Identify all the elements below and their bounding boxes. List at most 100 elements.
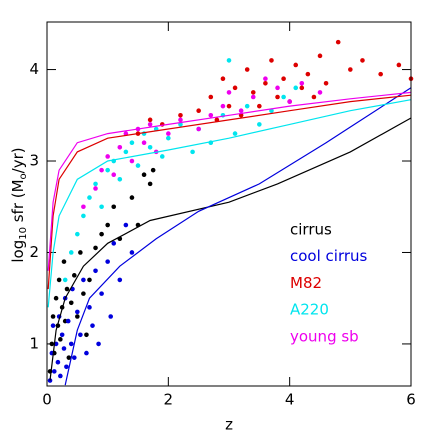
- data-point: [293, 62, 299, 68]
- data-point: [93, 268, 98, 274]
- data-point: [55, 359, 61, 365]
- data-point: [99, 204, 104, 210]
- data-point: [311, 94, 317, 100]
- data-point: [78, 250, 83, 255]
- data-point: [129, 250, 135, 255]
- data-point: [275, 94, 280, 100]
- data-point: [226, 58, 232, 63]
- data-point: [75, 231, 80, 237]
- data-point: [147, 144, 153, 150]
- data-point: [117, 177, 123, 182]
- data-point: [111, 241, 117, 246]
- data-point: [53, 295, 59, 301]
- data-point: [58, 373, 63, 379]
- data-point: [123, 222, 129, 228]
- data-point: [238, 108, 244, 114]
- y-tick-label: 1: [29, 334, 39, 352]
- y-axis-label-part: log: [9, 240, 27, 263]
- data-point: [62, 277, 68, 283]
- data-point: [293, 85, 299, 91]
- data-point: [117, 277, 123, 283]
- data-point: [196, 126, 201, 132]
- data-point: [299, 80, 305, 86]
- model-curve: [47, 91, 412, 271]
- data-point: [178, 112, 183, 118]
- data-point: [129, 195, 135, 200]
- x-tick-label: 0: [42, 391, 52, 409]
- data-point: [348, 67, 353, 72]
- data-point: [81, 277, 86, 283]
- data-point: [305, 71, 311, 77]
- data-point: [299, 85, 305, 91]
- y-axis-label-part: o: [18, 173, 29, 179]
- data-point: [68, 250, 74, 255]
- x-axis-label: z: [225, 416, 233, 434]
- data-point: [166, 135, 171, 141]
- data-point: [99, 291, 104, 296]
- x-tick-label: 2: [164, 391, 174, 409]
- y-axis-label-part: sfr (M: [9, 179, 27, 227]
- data-point: [75, 314, 80, 319]
- data-point: [49, 341, 55, 347]
- data-point: [263, 76, 268, 82]
- data-point: [72, 355, 77, 360]
- data-point: [220, 76, 226, 82]
- data-point: [317, 90, 323, 95]
- data-point: [281, 94, 286, 100]
- data-point: [159, 154, 165, 159]
- data-point: [135, 163, 141, 168]
- data-point: [150, 167, 156, 173]
- y-tick-label: 3: [29, 152, 39, 170]
- data-point: [244, 67, 250, 72]
- data-point: [250, 90, 256, 95]
- data-point: [96, 341, 101, 347]
- data-point: [84, 350, 89, 356]
- data-point: [281, 76, 286, 82]
- data-point: [129, 158, 135, 164]
- legend-entry: M82: [290, 274, 322, 292]
- data-point: [111, 204, 117, 210]
- data-point: [275, 85, 280, 91]
- model-curve: [47, 94, 412, 290]
- data-point: [141, 140, 147, 146]
- data-point: [99, 167, 104, 173]
- y-tick-label: 2: [29, 243, 39, 261]
- data-point: [90, 323, 95, 328]
- data-point: [75, 309, 80, 315]
- data-point: [111, 172, 117, 178]
- data-point: [105, 154, 110, 159]
- data-point: [108, 314, 113, 319]
- data-point: [147, 122, 153, 127]
- data-point: [257, 122, 262, 127]
- data-point: [178, 117, 183, 123]
- data-point: [84, 332, 89, 338]
- data-point: [269, 58, 274, 63]
- data-point: [99, 231, 104, 237]
- data-point: [64, 364, 69, 370]
- data-point: [61, 346, 67, 351]
- data-point: [196, 108, 201, 114]
- model-curve: [64, 87, 412, 386]
- legend-entry: young sb: [290, 327, 359, 345]
- data-point: [147, 117, 153, 123]
- legend-entry: A220: [290, 301, 329, 319]
- data-point: [66, 355, 72, 360]
- data-point: [81, 213, 86, 219]
- data-point: [64, 286, 70, 292]
- data-point: [65, 318, 71, 324]
- model-curve: [47, 99, 412, 308]
- legend-entry: cirrus: [290, 221, 332, 239]
- data-point: [166, 131, 171, 136]
- data-point: [147, 181, 153, 187]
- data-point: [68, 300, 74, 306]
- data-point: [190, 149, 195, 155]
- data-point: [323, 80, 329, 86]
- model-curve: [49, 117, 412, 381]
- data-point: [87, 195, 92, 200]
- data-point: [105, 167, 110, 173]
- data-point: [232, 131, 238, 136]
- data-point: [58, 337, 63, 342]
- legend-entry: cool cirrus: [290, 247, 368, 265]
- data-point: [81, 204, 86, 210]
- data-point: [263, 80, 268, 86]
